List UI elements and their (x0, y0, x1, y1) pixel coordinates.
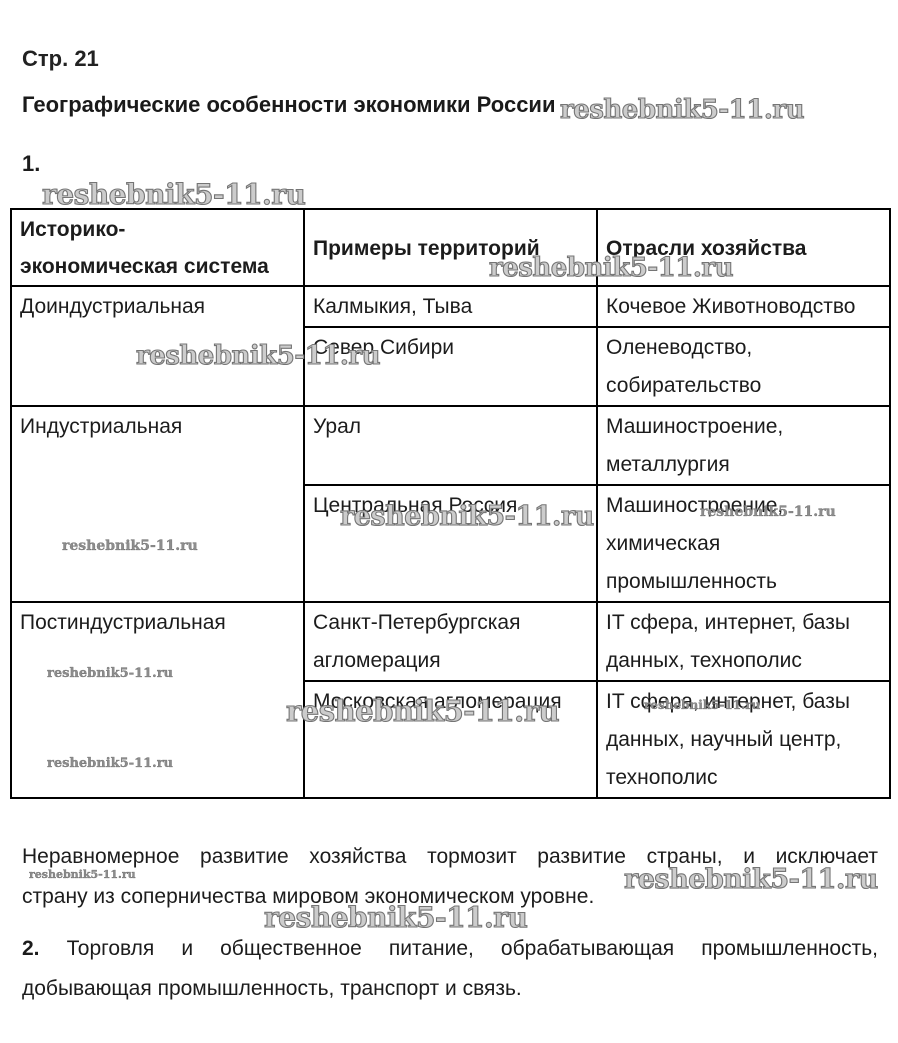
header-system-line1: Историко- (20, 218, 126, 241)
answer-2-paragraph: 2. Торговля и общественное питание, обра… (22, 929, 878, 1009)
cell-industry: IT сфера, интернет, базы данных, технопо… (596, 601, 891, 682)
watermark: reshebnik5-11.ru (488, 252, 734, 283)
watermark: reshebnik5-11.ru (62, 538, 198, 554)
cell-territory: Север Сибири (303, 326, 598, 407)
cell-territory: Урал (303, 405, 598, 486)
table-row: Индустриальная Урал Машиностроение, мета… (10, 405, 891, 603)
watermark: reshebnik5-11.ru (644, 698, 761, 712)
cell-industry: Оленеводство, собирательство (596, 326, 891, 407)
table-row: Доиндустриальная Калмыкия, Тыва Кочевое … (10, 285, 891, 407)
cell-industry: Машиностроение, металлургия (596, 405, 891, 486)
cell-industry: Машиностроение, химическая промышленност… (596, 484, 891, 603)
header-territories-column: Примеры территорий (303, 208, 598, 287)
cell-system-industrial: Индустриальная (10, 405, 305, 603)
watermark: reshebnik5-11.ru (339, 500, 594, 532)
watermark: reshebnik5-11.ru (263, 900, 528, 934)
answer-1-line-2: страну из соперничества мировом экономич… (22, 885, 595, 908)
answer-2-line-1-text: Торговля и общественное питание, обрабат… (66, 937, 879, 960)
item-2-number: 2. (22, 937, 40, 960)
header-system-line2: экономическая система (20, 255, 269, 278)
cell-territory: Санкт-Петербургская агломерация (303, 601, 598, 682)
cell-industry: Кочевое Животноводство (596, 285, 891, 328)
answer-2-line-1: 2. Торговля и общественное питание, обра… (22, 929, 878, 969)
watermark: reshebnik5-11.ru (41, 177, 306, 211)
cell-territory: Центральная Россия (303, 484, 598, 603)
economic-systems-table: Историко- экономическая система Примеры … (10, 208, 891, 799)
header-industries-column: Отрасли хозяйства (596, 208, 891, 287)
answer-1-line-1: Неравномерное развитие хозяйства тормози… (22, 845, 878, 868)
answer-2-line-2: добывающая промышленность, транспорт и с… (22, 977, 522, 1000)
page-label: Стр. 21 (22, 46, 99, 71)
table-header-row: Историко- экономическая система Примеры … (10, 208, 891, 287)
table-row: Московская агломерация IT сфера, интерне… (11, 680, 891, 799)
watermark: reshebnik5-11.ru (285, 693, 560, 728)
table-row: Постиндустриальная Санкт-Петербургская а… (10, 601, 891, 799)
table-row: Центральная Россия Машиностроение, химич… (11, 484, 891, 603)
watermark: reshebnik5-11.ru (29, 868, 136, 881)
item-1-number: 1. (22, 151, 41, 176)
cell-system-postindustrial: Постиндустриальная (10, 601, 305, 799)
watermark: reshebnik5-11.ru (559, 94, 805, 125)
cell-industry: IT сфера, интернет, базы данных, научный… (596, 680, 891, 799)
cell-territory: Калмыкия, Тыва (303, 285, 598, 328)
table-row: Север Сибири Оленеводство, собирательств… (11, 326, 891, 407)
watermark: reshebnik5-11.ru (135, 340, 381, 371)
watermark: reshebnik5-11.ru (47, 756, 174, 771)
header-system-column: Историко- экономическая система (10, 208, 305, 287)
cell-system-preindustrial: Доиндустриальная (10, 285, 305, 407)
watermark: reshebnik5-11.ru (700, 504, 836, 520)
answer-1-paragraph: Неравномерное развитие хозяйства тормози… (22, 837, 878, 917)
page-title: Географические особенности экономики Рос… (22, 92, 556, 117)
cell-territory: Московская агломерация (303, 680, 598, 799)
watermark: reshebnik5-11.ru (47, 666, 174, 681)
watermark: reshebnik5-11.ru (623, 863, 878, 895)
